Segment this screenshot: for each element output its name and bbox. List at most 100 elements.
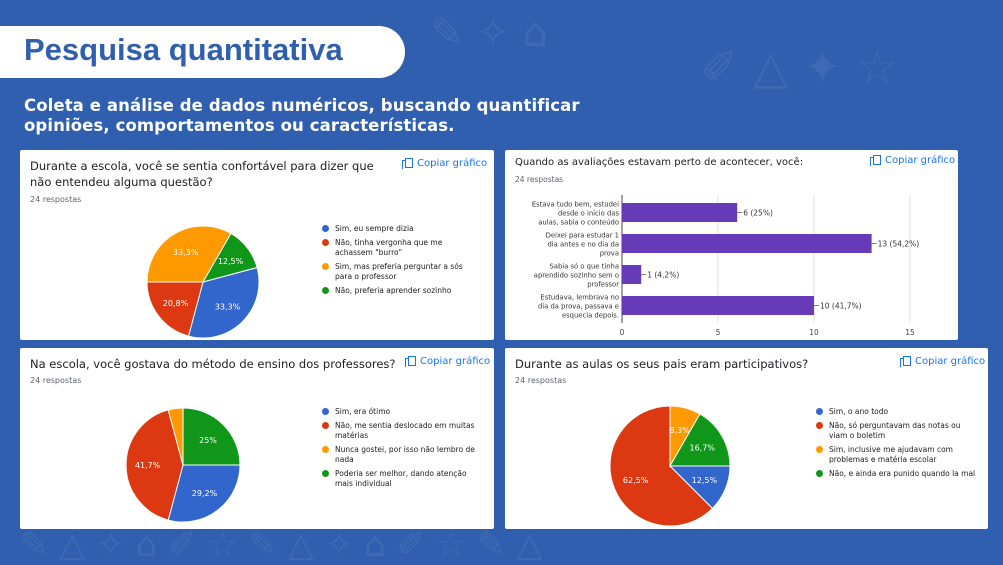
background-doodles-3: ✎ △ ✧ ⌂ ✐ ☆ ✎ △ ✧ ⌂ ✐ ☆ ✎ △ xyxy=(20,525,543,565)
pie-slice-label-2: 62,5% xyxy=(623,476,649,485)
pie-slice-label-4: 16,7% xyxy=(689,443,715,452)
legend-item-4: Não, preferia aprender sozinho xyxy=(322,286,477,296)
legend-dot xyxy=(322,263,329,270)
title-pill: Pesquisa quantitativa xyxy=(0,26,405,78)
x-tick-label: 0 xyxy=(620,328,625,337)
legend: Sim, o ano todo Não, só perguntavam das n… xyxy=(816,407,976,483)
copy-chart-label: Copiar gráfico xyxy=(417,158,488,169)
legend-dot xyxy=(322,225,329,232)
pie-slice-1 xyxy=(167,464,241,523)
background-doodles: ✎ ✧ ⌂ xyxy=(430,10,548,56)
legend-label: Sim, inclusive me ajudavam com problemas… xyxy=(829,445,953,464)
bar-1 xyxy=(622,203,738,222)
legend-item-2: Não, tinha vergonha que me achassem "bur… xyxy=(322,238,477,258)
bar-category-label: Deixei para estudar 1 dia antes e no dia … xyxy=(546,232,619,258)
legend-dot xyxy=(322,239,329,246)
pie-slice-4 xyxy=(201,232,258,283)
copy-icon xyxy=(870,155,881,166)
responses-count: 24 respostas xyxy=(30,195,82,204)
chart-question: Quando as avaliações estavam perto de ac… xyxy=(515,157,804,168)
chart-card-4: Durante as aulas os seus pais eram parti… xyxy=(505,348,988,529)
pie-slice-4 xyxy=(669,413,731,467)
pie-slice-label-3: 33,3% xyxy=(173,248,199,257)
page-subtitle: Coleta e análise de dados numéricos, bus… xyxy=(24,96,580,135)
pie-slice-label-1: 12,5% xyxy=(692,476,718,485)
legend-dot xyxy=(816,408,823,415)
pie-slice-2 xyxy=(609,405,714,527)
bar-category-label: Estudava, lembrava no dia da prova, passa… xyxy=(538,294,619,320)
bar-category-label: Estava tudo bem, estudei desde o início d… xyxy=(532,201,620,227)
legend: Sim, eu sempre dizia Não, tinha vergonha … xyxy=(322,224,477,300)
pie-chart: 33,3% 20,8% 33,3% 12,5% xyxy=(146,225,260,339)
legend-dot xyxy=(322,287,329,294)
legend-dot xyxy=(816,422,823,429)
copy-chart-button[interactable]: Copiar gráfico xyxy=(402,158,487,169)
pie-slice-2 xyxy=(125,409,184,521)
bar-value-label: 6 (25%) xyxy=(743,209,773,218)
legend-item-2: Não, só perguntavam das notas ou viam o … xyxy=(816,421,976,441)
legend-label: Não, e ainda era punido quando la mal xyxy=(829,469,976,478)
pie-slice-label-1: 33,3% xyxy=(215,303,241,312)
pie-slice-1 xyxy=(187,266,260,339)
legend-item-1: Sim, o ano todo xyxy=(816,407,976,417)
copy-chart-button[interactable]: Copiar gráfico xyxy=(900,356,985,367)
bar-value-label: 13 (54,2%) xyxy=(878,240,920,249)
legend-dot xyxy=(816,470,823,477)
x-tick-label: 15 xyxy=(905,328,915,337)
responses-count: 24 respostas xyxy=(30,376,82,385)
legend-label: Sim, mas preferia perguntar a sós para o… xyxy=(335,262,463,281)
x-tick-label: 5 xyxy=(716,328,721,337)
pie-chart: 29,2% 41,7% 25% xyxy=(125,407,241,523)
legend-dot xyxy=(322,446,329,453)
chart-card-1: Durante a escola, você se sentia confort… xyxy=(20,150,494,340)
bar-chart: 0 5 10 15 6 (25%) Estava tudo bem, estudei des… xyxy=(532,195,920,337)
bar-value-label: 10 (41,7%) xyxy=(820,302,862,311)
bar-4 xyxy=(622,296,814,315)
legend-label: Não, tinha vergonha que me achassem "bur… xyxy=(335,238,443,257)
legend-dot xyxy=(322,422,329,429)
legend-item-1: Sim, eu sempre dizia xyxy=(322,224,477,234)
pie-slice-label-4: 12,5% xyxy=(218,257,244,266)
legend-label: Sim, eu sempre dizia xyxy=(335,224,414,233)
pie-slice-2 xyxy=(146,281,204,337)
pie-slice-label-2: 20,8% xyxy=(163,299,189,308)
legend-item-3: Nunca gostei, por isso não lembro de nad… xyxy=(322,445,482,465)
legend-item-3: Sim, mas preferia perguntar a sós para o… xyxy=(322,262,477,282)
legend-label: Sim, o ano todo xyxy=(829,407,889,416)
chart-question: Na escola, você gostava do método de ens… xyxy=(30,357,396,371)
copy-chart-label: Copiar gráfico xyxy=(420,356,491,367)
legend-label: Não, preferia aprender sozinho xyxy=(335,286,452,295)
copy-icon xyxy=(402,158,413,169)
copy-icon xyxy=(405,356,416,367)
legend-dot xyxy=(322,408,329,415)
legend-label: Não, me sentia deslocado em muitas matér… xyxy=(335,421,475,440)
bar-value-label: 1 (4,2%) xyxy=(647,271,679,280)
copy-chart-label: Copiar gráfico xyxy=(915,356,986,367)
pie-slice-3 xyxy=(146,225,232,283)
chart-card-2: Quando as avaliações estavam perto de ac… xyxy=(505,150,958,340)
legend-item-3: Sim, inclusive me ajudavam com problemas… xyxy=(816,445,976,465)
pie-slice-label-3: 8,3% xyxy=(669,426,690,435)
chart-question: Durante a escola, você se sentia confort… xyxy=(30,159,374,189)
copy-chart-button[interactable]: Copiar gráfico xyxy=(405,356,490,367)
pie-slice-label-2: 41,7% xyxy=(135,461,161,470)
pie-slice-label-1: 29,2% xyxy=(192,489,218,498)
pie-chart: 12,5% 62,5% 8,3% 16,7% xyxy=(609,405,731,527)
legend: Sim, era ótimo Não, me sentia deslocado e… xyxy=(322,407,482,493)
legend-item-4: Poderia ser melhor, dando atenção mais i… xyxy=(322,469,482,489)
pie-slice-label-4: 25% xyxy=(199,436,217,445)
legend-label: Sim, era ótimo xyxy=(335,407,391,416)
bar-category-label: Sabia só o que tinha aprendido sozinho se… xyxy=(534,263,619,289)
legend-label: Nunca gostei, por isso não lembro de nad… xyxy=(335,445,475,464)
legend-item-4: Não, e ainda era punido quando la mal xyxy=(816,469,976,479)
pie-slice-4 xyxy=(182,407,241,466)
copy-icon xyxy=(900,356,911,367)
chart-question: Durante as aulas os seus pais eram parti… xyxy=(515,357,809,371)
legend-label: Não, só perguntavam das notas ou viam o … xyxy=(829,421,961,440)
copy-chart-label: Copiar gráfico xyxy=(885,155,956,166)
legend-dot xyxy=(816,446,823,453)
legend-label: Poderia ser melhor, dando atenção mais i… xyxy=(335,469,467,488)
copy-chart-button[interactable]: Copiar gráfico xyxy=(870,155,955,166)
bar-3 xyxy=(622,265,642,284)
legend-item-2: Não, me sentia deslocado em muitas matér… xyxy=(322,421,482,441)
